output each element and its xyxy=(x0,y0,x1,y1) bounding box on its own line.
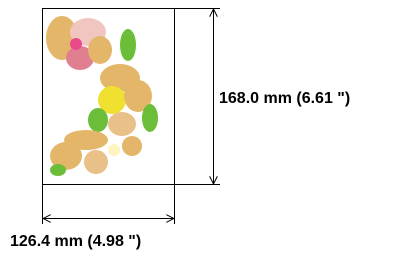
width-label: 126.4 mm (4.98 ") xyxy=(10,233,141,250)
page: 168.0 mm (6.61 ") 126.4 mm (4.98 ") (() … xyxy=(0,0,417,257)
height-label: 168.0 mm (6.61 ") xyxy=(219,90,350,107)
size-preview: 168.0 mm (6.61 ") 126.4 mm (4.98 ") xyxy=(0,0,417,257)
